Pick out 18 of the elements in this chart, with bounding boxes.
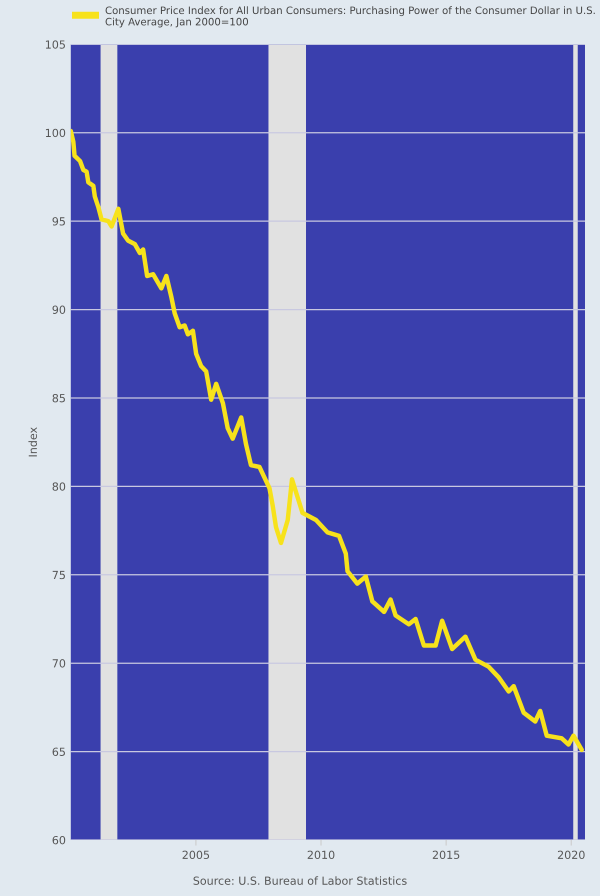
y-tick-label: 80 bbox=[52, 482, 66, 491]
x-tick-label: 2020 bbox=[558, 850, 585, 860]
y-tick-label: 85 bbox=[52, 394, 65, 402]
y-tick-label: 75 bbox=[52, 570, 65, 580]
x-tick-label: 2015 bbox=[432, 850, 460, 860]
y-axis-title: Index bbox=[28, 427, 38, 456]
y-tick-label: 70 bbox=[52, 659, 66, 668]
x-tick-label: 2005 bbox=[182, 850, 210, 860]
y-tick-label: 95 bbox=[52, 217, 65, 226]
legend-label: Consumer Price Index for All Urban Consumers: Purchasing Power of the Consumer Dollar in U.S. City Average, Jan 2000=100 bbox=[106, 6, 595, 28]
y-tick-label: 100 bbox=[46, 128, 66, 138]
y-tick-label: 90 bbox=[52, 306, 66, 314]
y-tick-label: 60 bbox=[52, 836, 66, 844]
x-tick-label: 2010 bbox=[308, 850, 334, 860]
line-series bbox=[70, 128, 584, 752]
source-note: Source: U.S. Bureau of Labor Statistics bbox=[194, 876, 407, 885]
y-tick-label: 105 bbox=[46, 40, 65, 49]
y-tick-label: 65 bbox=[52, 748, 65, 756]
